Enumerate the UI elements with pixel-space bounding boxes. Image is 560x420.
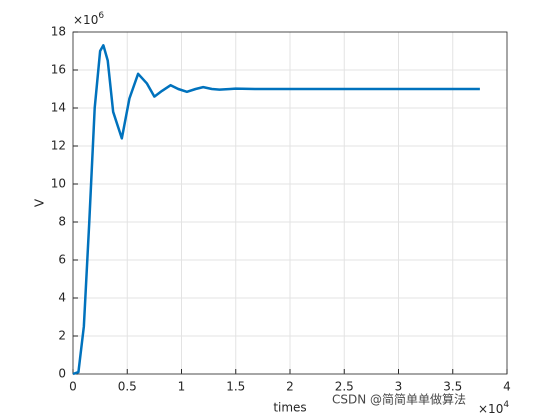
y-tick-label: 16 bbox=[51, 63, 66, 77]
x-tick-label: 3 bbox=[395, 380, 403, 394]
axes-box bbox=[72, 31, 508, 375]
x-tick-label: 0 bbox=[69, 380, 77, 394]
x-tick-label: 0.5 bbox=[118, 380, 137, 394]
y-tick-label: 2 bbox=[58, 329, 66, 343]
y-tick-label: 6 bbox=[58, 253, 66, 267]
y-multiplier-base: ×10 bbox=[73, 13, 98, 27]
y-axis-label: V bbox=[33, 198, 47, 207]
x-tick-label: 1.5 bbox=[226, 380, 245, 394]
x-axis-label: times bbox=[273, 401, 306, 415]
line bbox=[72, 44, 480, 376]
y-tick-label: 0 bbox=[58, 367, 66, 381]
x-multiplier-base: ×10 bbox=[478, 402, 503, 416]
y-tick-label: 8 bbox=[58, 215, 66, 229]
x-tick-label: 2.5 bbox=[335, 380, 354, 394]
y-tick-label: 18 bbox=[51, 25, 66, 39]
y-tick-label: 4 bbox=[58, 291, 66, 305]
x-multiplier-power: 4 bbox=[503, 400, 509, 410]
y-tick-label: 14 bbox=[51, 101, 66, 115]
y-tick-label: 10 bbox=[51, 177, 66, 191]
x-tick-label: 4 bbox=[503, 380, 511, 394]
watermark: CSDN @简简单单做算法 bbox=[332, 392, 466, 407]
x-multiplier: ×104 bbox=[478, 400, 509, 416]
x-tick-label: 3.5 bbox=[443, 380, 462, 394]
x-tick-label: 1 bbox=[178, 380, 186, 394]
y-tick-label: 12 bbox=[51, 139, 66, 153]
x-tick-label: 2 bbox=[286, 380, 294, 394]
y-multiplier-power: 6 bbox=[98, 11, 104, 21]
y-multiplier: ×106 bbox=[73, 11, 104, 27]
